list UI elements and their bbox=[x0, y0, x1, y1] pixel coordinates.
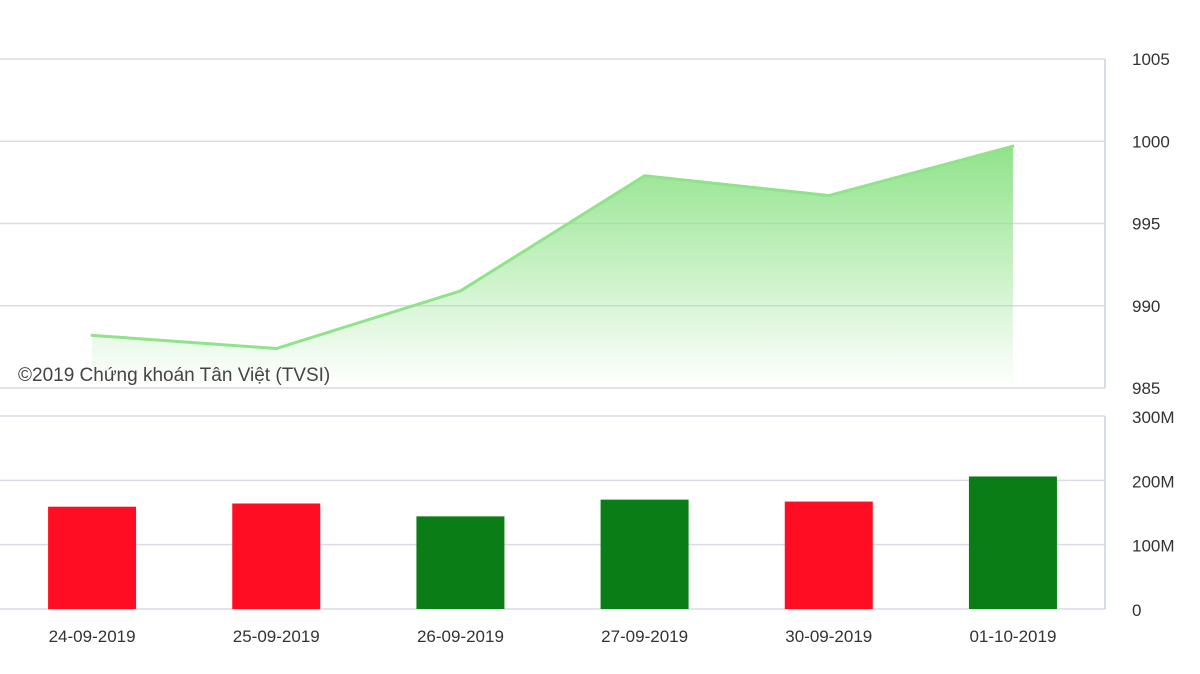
price-point bbox=[274, 347, 278, 351]
x-tick-label: 25-09-2019 bbox=[233, 627, 320, 646]
volume-bar bbox=[600, 499, 689, 609]
price-area-fill bbox=[92, 146, 1013, 388]
volume-bar bbox=[968, 476, 1057, 609]
price-point bbox=[90, 333, 94, 337]
price-y-axis: 985 990 995 1000 1005 bbox=[1104, 50, 1170, 398]
price-line bbox=[91, 144, 1014, 351]
x-tick-label: 27-09-2019 bbox=[601, 627, 688, 646]
price-area-layer bbox=[90, 144, 1015, 388]
price-y-tick-label: 985 bbox=[1132, 379, 1160, 398]
volume-gridlines bbox=[0, 415, 1105, 610]
x-tick-label: 30-09-2019 bbox=[785, 627, 872, 646]
volume-bar bbox=[232, 503, 321, 609]
x-tick-label: 01-10-2019 bbox=[969, 627, 1056, 646]
watermark: ©2019 Chứng khoán Tân Việt (TVSI) bbox=[18, 365, 330, 386]
volume-bar bbox=[416, 516, 505, 609]
price-point bbox=[643, 174, 647, 178]
price-point bbox=[458, 289, 462, 293]
volume-y-axis: 0 100M 200M 300M bbox=[1104, 408, 1175, 620]
volume-bars bbox=[48, 476, 1057, 609]
x-tick-label: 26-09-2019 bbox=[417, 627, 504, 646]
volume-y-tick-label: 0 bbox=[1132, 601, 1141, 620]
price-y-tick-label: 1000 bbox=[1132, 132, 1170, 151]
x-axis-labels: 24-09-2019 25-09-2019 26-09-2019 27-09-2019… bbox=[49, 627, 1057, 646]
price-y-tick-label: 990 bbox=[1132, 297, 1160, 316]
price-point bbox=[827, 194, 831, 198]
volume-y-tick-label: 300M bbox=[1132, 408, 1175, 427]
volume-bar bbox=[784, 501, 873, 609]
price-point bbox=[1011, 144, 1015, 148]
price-y-tick-label: 995 bbox=[1132, 215, 1160, 234]
price-y-tick-label: 1005 bbox=[1132, 50, 1170, 69]
volume-bar bbox=[48, 506, 137, 609]
volume-y-tick-label: 200M bbox=[1132, 472, 1175, 491]
volume-y-tick-label: 100M bbox=[1132, 537, 1175, 556]
x-tick-label: 24-09-2019 bbox=[49, 627, 136, 646]
